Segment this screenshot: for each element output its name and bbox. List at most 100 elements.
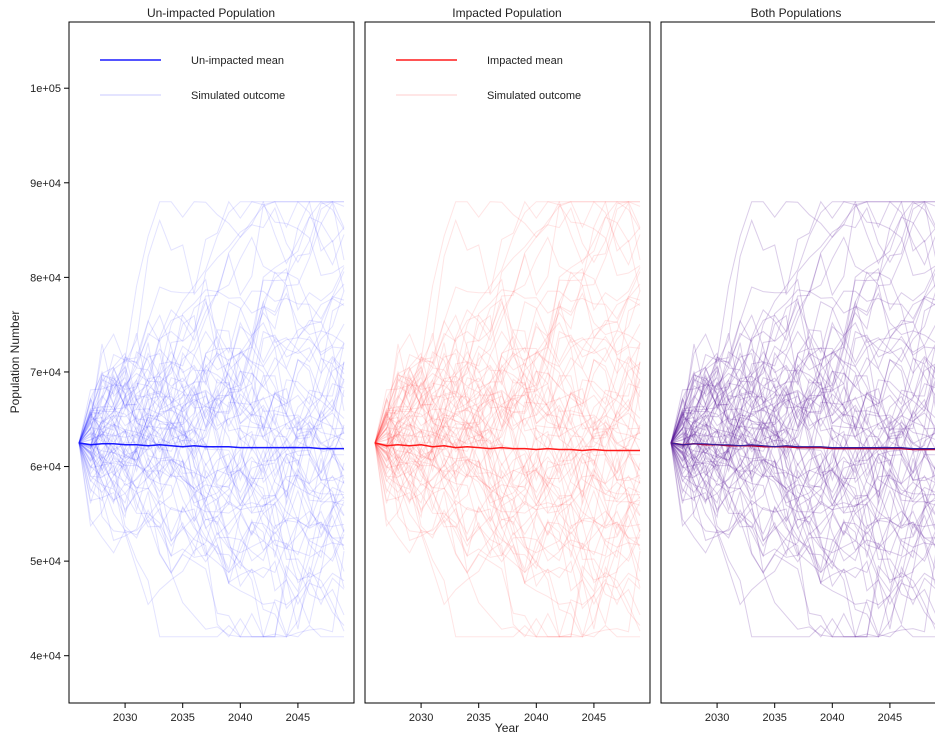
y-tick-label: 4e+04	[30, 651, 61, 663]
simulated-outcome-line	[374, 381, 641, 537]
simulated-outcome-line	[374, 334, 641, 490]
simulated-outcome-line	[78, 201, 345, 444]
simulated-outcome-line	[670, 430, 935, 585]
simulated-outcome-line	[78, 442, 345, 588]
simulated-outcome-line	[78, 218, 345, 444]
simulated-outcome-line	[78, 201, 345, 523]
simulated-outcome-line	[78, 201, 345, 469]
simulated-outcome-line	[670, 395, 935, 507]
simulated-outcome-line	[78, 442, 345, 638]
simulated-outcome-line	[374, 369, 641, 466]
simulated-outcome-line	[374, 361, 641, 500]
y-tick-label: 8e+04	[30, 272, 61, 284]
simulated-outcome-line	[374, 323, 641, 472]
simulated-outcome-line	[670, 369, 935, 466]
simulated-outcome-line	[374, 402, 641, 557]
simulated-outcome-line	[78, 298, 345, 444]
simulated-outcomes-unimpacted	[78, 200, 345, 638]
simulated-outcome-line	[374, 366, 641, 479]
simulated-outcome-line	[374, 363, 641, 512]
simulated-outcome-line	[670, 442, 935, 638]
simulated-outcome-line	[78, 365, 345, 574]
simulated-outcome-line	[374, 330, 641, 504]
simulated-outcome-line	[670, 442, 935, 638]
y-tick-label: 5e+04	[30, 556, 61, 568]
simulated-outcome-line	[78, 347, 345, 494]
simulated-outcome-line	[670, 334, 935, 490]
simulated-outcome-line	[670, 203, 935, 444]
simulated-outcome-line	[78, 442, 345, 630]
simulated-outcome-line	[374, 442, 641, 638]
simulated-outcome-line	[670, 301, 935, 495]
simulated-outcome-line	[374, 425, 641, 557]
simulated-outcome-line	[670, 236, 935, 450]
simulated-outcome-line	[670, 375, 935, 514]
legend-label-mean-unimpacted: Un-impacted mean	[191, 55, 284, 67]
panel-unimpacted: Un-impacted Population Un-impacted mean …	[68, 6, 355, 704]
simulated-outcome-line	[374, 375, 641, 506]
simulated-outcome-line	[374, 408, 641, 484]
simulated-outcome-line	[374, 409, 641, 536]
simulated-outcome-line	[78, 343, 345, 444]
simulated-outcome-line	[78, 366, 345, 479]
simulated-outcome-line	[374, 407, 641, 546]
plot-frame-unimpacted	[68, 21, 355, 704]
simulated-outcome-line	[374, 216, 641, 512]
simulated-outcome-line	[374, 290, 641, 463]
simulated-outcome-line	[78, 366, 345, 472]
simulated-outcome-line	[78, 375, 345, 506]
simulated-outcome-line	[78, 201, 345, 483]
simulated-outcome-line	[670, 375, 935, 506]
simulated-outcome-line	[78, 216, 345, 512]
simulated-outcome-line	[374, 295, 641, 444]
simulated-outcome-line	[670, 201, 935, 493]
simulated-outcome-line	[670, 295, 935, 444]
simulated-outcome-line	[374, 201, 641, 483]
simulated-outcome-line	[670, 442, 935, 638]
simulated-outcome-line	[374, 442, 641, 630]
simulated-outcome-line	[374, 427, 641, 579]
simulated-outcome-line	[78, 408, 345, 484]
simulated-outcome-line	[374, 395, 641, 507]
simulated-outcome-line	[670, 345, 935, 500]
simulated-outcome-line	[670, 298, 935, 444]
simulated-outcome-line	[78, 201, 345, 493]
simulated-outcome-line	[374, 381, 641, 462]
simulated-outcome-line	[670, 442, 935, 606]
simulated-outcome-line	[670, 290, 935, 463]
simulated-outcome-line	[374, 361, 641, 558]
simulated-outcome-line	[670, 442, 935, 586]
simulated-outcome-line	[670, 343, 935, 444]
simulated-outcome-line	[670, 200, 935, 444]
simulated-outcome-line	[78, 201, 344, 450]
simulated-outcome-line	[78, 321, 345, 469]
simulated-outcome-line	[374, 350, 641, 462]
simulated-outcome-line	[374, 203, 641, 444]
simulated-outcome-line	[78, 342, 345, 500]
simulated-outcome-line	[670, 201, 935, 444]
simulated-outcome-line	[374, 347, 641, 494]
simulated-outcome-line	[78, 303, 345, 464]
simulated-outcome-line	[670, 332, 935, 452]
x-tick-label: 2035	[170, 712, 194, 724]
simulated-outcome-line	[78, 425, 345, 557]
simulated-outcome-line	[78, 411, 345, 485]
x-tick-label: 2040	[524, 712, 548, 724]
simulated-outcome-line	[78, 200, 345, 444]
simulated-outcome-line	[78, 329, 345, 444]
legend-label-mean-impacted: Impacted mean	[487, 55, 563, 67]
simulated-outcome-line	[78, 363, 345, 530]
x-axis: 2030 2035 2040 2045 2030 2035 2040 2045 2030 2035…	[113, 703, 902, 724]
simulated-outcome-line	[374, 365, 641, 574]
simulated-outcome-line	[78, 271, 345, 444]
simulated-outcome-line	[374, 442, 641, 588]
y-axis: 4e+04 5e+04 6e+04 7e+04 8e+04 9e+04 1e+05	[30, 83, 69, 663]
simulated-outcome-line	[670, 363, 935, 530]
simulated-outcome-line	[670, 361, 935, 500]
simulated-outcome-line	[374, 314, 641, 450]
simulated-outcome-line	[78, 323, 345, 472]
simulated-outcome-line	[670, 330, 935, 504]
simulated-outcome-line	[374, 290, 641, 444]
simulated-outcome-line	[374, 301, 641, 495]
simulated-outcome-line	[78, 332, 345, 452]
